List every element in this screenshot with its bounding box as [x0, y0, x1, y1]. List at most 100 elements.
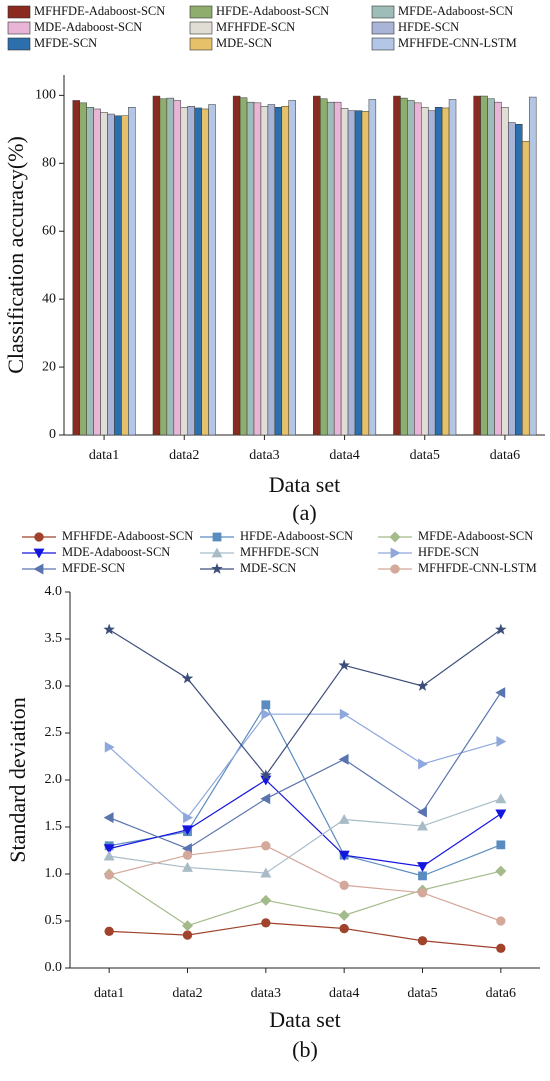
bar [480, 95, 488, 436]
y-tick-label: 60 [42, 223, 56, 238]
series-line [108, 713, 501, 819]
legend-label: HFDE-Adaboost-SCN [240, 529, 353, 543]
legend-marker [33, 563, 44, 575]
bar [107, 113, 115, 436]
marker [496, 943, 506, 953]
bar [239, 97, 248, 436]
bar [253, 102, 262, 436]
x-tick-label: data4 [329, 448, 359, 463]
series-line [109, 798, 502, 874]
y-tick-label: 100 [35, 88, 56, 103]
bar [114, 115, 122, 436]
marker [103, 850, 115, 861]
marker [417, 820, 428, 831]
legend-label: HFDE-SCN [418, 545, 479, 559]
marker [104, 926, 114, 937]
bar [354, 110, 363, 436]
bar [194, 107, 202, 436]
legend-label: MFDE-SCN [62, 561, 125, 575]
panel-caption: (a) [292, 500, 316, 525]
bar [86, 107, 94, 436]
marker [496, 916, 506, 926]
marker [338, 753, 349, 765]
marker [338, 659, 350, 671]
marker [418, 871, 427, 881]
bar [421, 107, 429, 436]
bar [100, 112, 108, 436]
legend-marker [211, 547, 223, 558]
marker [417, 806, 427, 818]
bar [267, 104, 276, 436]
y-axis-title: Standard deviation [5, 697, 30, 863]
legend-marker [34, 532, 44, 542]
bar [333, 101, 342, 436]
legend-swatch [189, 21, 213, 35]
y-tick-label: 3.0 [45, 678, 63, 693]
marker [496, 840, 506, 850]
bar [515, 123, 523, 436]
legend-label: HFDE-SCN [398, 20, 459, 34]
marker [495, 687, 506, 699]
x-tick-label: data5 [407, 986, 437, 1001]
bar [246, 101, 255, 436]
marker [496, 735, 507, 747]
bar [414, 102, 422, 436]
bar [441, 107, 450, 436]
bar [508, 122, 516, 436]
marker [104, 741, 115, 753]
bar [473, 95, 481, 436]
legend-label: MFHFDE-CNN-LSTM [398, 36, 517, 50]
legend-swatch [7, 21, 31, 35]
legend-marker [390, 564, 400, 574]
marker [182, 850, 193, 860]
marker [182, 920, 193, 932]
x-tick-label: data6 [486, 986, 516, 1001]
bar [393, 95, 401, 436]
bar [400, 97, 408, 436]
bar [407, 100, 415, 436]
x-axis-title: Data set [269, 1007, 340, 1032]
series-line [109, 845, 502, 922]
bar [201, 108, 209, 436]
legend-label: MFDE-Adaboost-SCN [418, 529, 533, 543]
series-line [108, 692, 502, 850]
y-tick-label: 3.5 [45, 631, 63, 646]
bar [326, 101, 335, 436]
marker [418, 758, 428, 770]
marker [182, 825, 193, 836]
marker [338, 850, 350, 861]
bar [274, 107, 283, 436]
bar [494, 101, 502, 436]
y-tick-label: 20 [42, 359, 56, 374]
bar [340, 108, 349, 436]
marker [338, 813, 350, 824]
marker [103, 844, 115, 855]
series-line [109, 779, 502, 868]
marker [103, 812, 114, 824]
bar [208, 104, 216, 436]
y-tick-label: 1.5 [45, 819, 63, 834]
bar [368, 99, 377, 436]
x-tick-label: data6 [490, 448, 520, 463]
marker [495, 865, 507, 877]
bar [320, 98, 328, 436]
legend-swatch [371, 21, 395, 35]
bar [361, 111, 370, 436]
series-line [109, 922, 501, 949]
legend-swatch [189, 5, 213, 19]
marker [495, 793, 507, 804]
legend-marker [33, 548, 45, 559]
marker [338, 909, 350, 921]
x-tick-label: data1 [89, 448, 119, 463]
bar [260, 105, 269, 436]
y-tick-label: 0.5 [45, 913, 63, 928]
x-tick-label: data2 [169, 448, 199, 463]
bar [128, 107, 136, 436]
marker [260, 867, 272, 878]
bar [528, 96, 537, 436]
marker [339, 880, 349, 890]
legend-label: MDE-SCN [216, 36, 272, 50]
marker [495, 623, 507, 635]
legend-label: MDE-Adaboost-SCN [62, 545, 170, 559]
